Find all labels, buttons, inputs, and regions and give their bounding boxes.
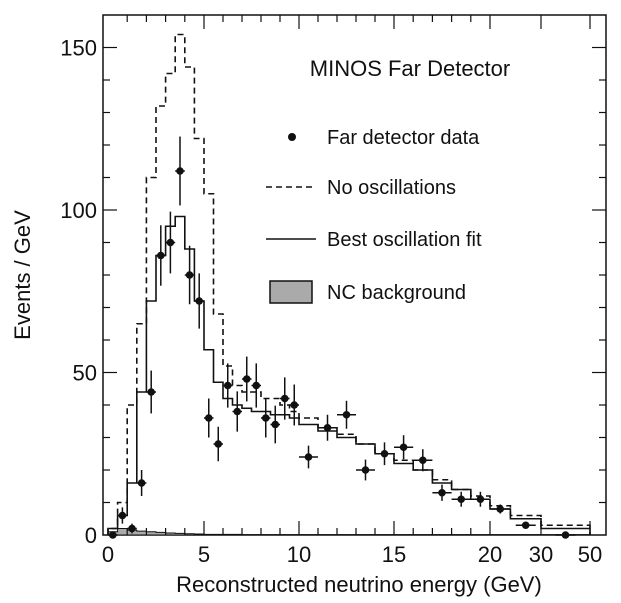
data-point	[118, 511, 127, 520]
legend-no-oscillation-label: No oscillations	[327, 177, 456, 199]
data-point	[290, 401, 299, 409]
data-point	[561, 531, 570, 539]
data-point	[271, 420, 280, 429]
legend-data-label: Far detector data	[327, 127, 480, 149]
x-tick-label: 30	[529, 542, 553, 567]
data-point	[496, 505, 505, 513]
legend-best-fit-label: Best oscillation fit	[327, 229, 482, 251]
data-point	[195, 297, 203, 305]
data-point	[280, 394, 289, 403]
y-ticks-layer: 0 50 100 150	[60, 36, 606, 548]
data-point	[214, 440, 223, 448]
data-point	[242, 375, 251, 383]
data-point	[166, 238, 175, 247]
x-tick-label: 20	[478, 542, 502, 567]
x-axis-label: Reconstructed neutrino energy (GeV)	[176, 572, 542, 597]
data-point	[304, 453, 313, 461]
legend-nc-background-swatch	[269, 280, 313, 304]
data-point	[261, 414, 270, 422]
data-point	[252, 381, 261, 390]
data-point	[128, 524, 136, 533]
data-point	[176, 167, 184, 175]
data-points-layer	[108, 136, 576, 539]
data-point	[147, 388, 155, 396]
y-tick-label: 0	[85, 523, 97, 548]
data-point	[109, 531, 117, 539]
data-point	[185, 271, 194, 279]
x-tick-label: 50	[578, 542, 602, 567]
x-tick-label: 15	[382, 542, 406, 567]
data-point	[223, 381, 232, 390]
y-axis-label: Events / GeV	[10, 210, 35, 340]
y-tick-label: 150	[60, 36, 97, 61]
data-point	[521, 521, 530, 530]
data-point	[399, 443, 408, 452]
y-tick-label: 100	[60, 198, 97, 223]
data-point	[457, 495, 466, 504]
data-point	[361, 466, 370, 474]
chart-title: MINOS Far Detector	[310, 56, 510, 81]
data-point	[476, 495, 485, 504]
legend-nc-background-label: NC background	[327, 282, 466, 304]
data-point	[419, 456, 427, 465]
data-point	[157, 251, 165, 260]
x-tick-label: 5	[198, 542, 210, 567]
data-point	[438, 488, 446, 497]
legend-data-marker	[288, 133, 296, 141]
y-tick-label: 50	[73, 361, 97, 386]
data-point	[380, 449, 389, 458]
data-point	[323, 423, 332, 432]
data-point	[233, 407, 242, 416]
legend: Far detector data No oscillations Best o…	[266, 127, 482, 304]
data-point	[204, 414, 213, 422]
data-point	[137, 479, 146, 487]
x-ticks-layer: 0 5 10 15 20 30 50	[102, 15, 602, 567]
nc-background-histogram	[107, 528, 591, 536]
x-tick-label: 10	[287, 542, 311, 567]
nc-background-layer	[107, 528, 591, 536]
data-point	[342, 410, 351, 419]
x-tick-label: 0	[102, 542, 114, 567]
